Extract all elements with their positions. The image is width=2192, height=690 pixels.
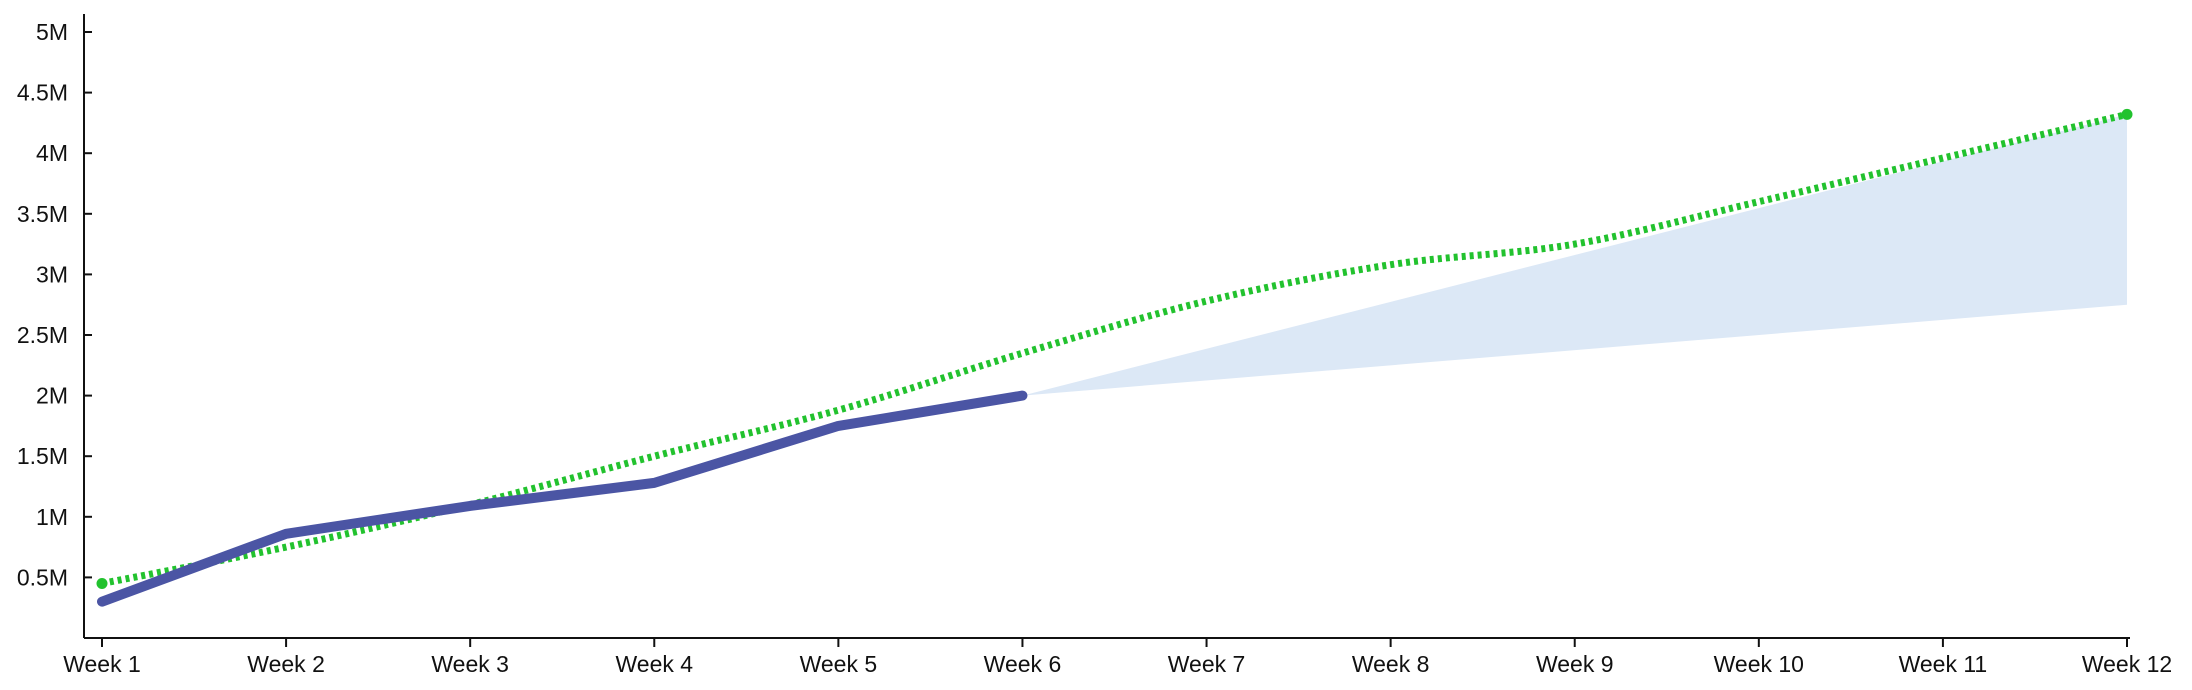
series-line-solid [97,390,1028,607]
x-tick-label: Week 7 [1168,651,1246,677]
y-tick-label: 4.5M [17,80,68,106]
y-tick-label: 2.5M [17,322,68,348]
x-tick-label: Week 4 [615,651,693,677]
x-tick-label: Week 9 [1536,651,1614,677]
x-tick-label: Week 8 [1352,651,1430,677]
x-tick-label: Week 1 [63,651,141,677]
projection-band-layer [1022,114,2127,396]
x-tick-label: Week 12 [2082,651,2172,677]
y-tick-label: 3M [36,261,68,287]
y-tick-label: 5M [36,19,68,45]
y-tick-label: 1.5M [17,443,68,469]
series-endpoint [96,577,108,589]
x-tick-label: Week 6 [984,651,1062,677]
projection-band [1022,114,2127,396]
x-tick-label: Week 10 [1714,651,1804,677]
y-tick-label: 1M [36,504,68,530]
y-tick-label: 3.5M [17,201,68,227]
series-layer [96,108,2133,607]
x-tick-label: Week 5 [800,651,878,677]
axes: 0.5M 1M 1.5M 2M 2.5M 3M 3.5M 4M 4.5M 5M Week 1 Week… [17,14,2172,677]
x-tick-label: Week 3 [431,651,509,677]
y-tick-label: 0.5M [17,564,68,590]
series-endpoint [2121,108,2133,120]
x-tick-label: Week 11 [1899,651,1988,677]
x-tick-label: Week 2 [247,651,325,677]
y-tick-label: 4M [36,140,68,166]
y-tick-label: 2M [36,383,68,409]
